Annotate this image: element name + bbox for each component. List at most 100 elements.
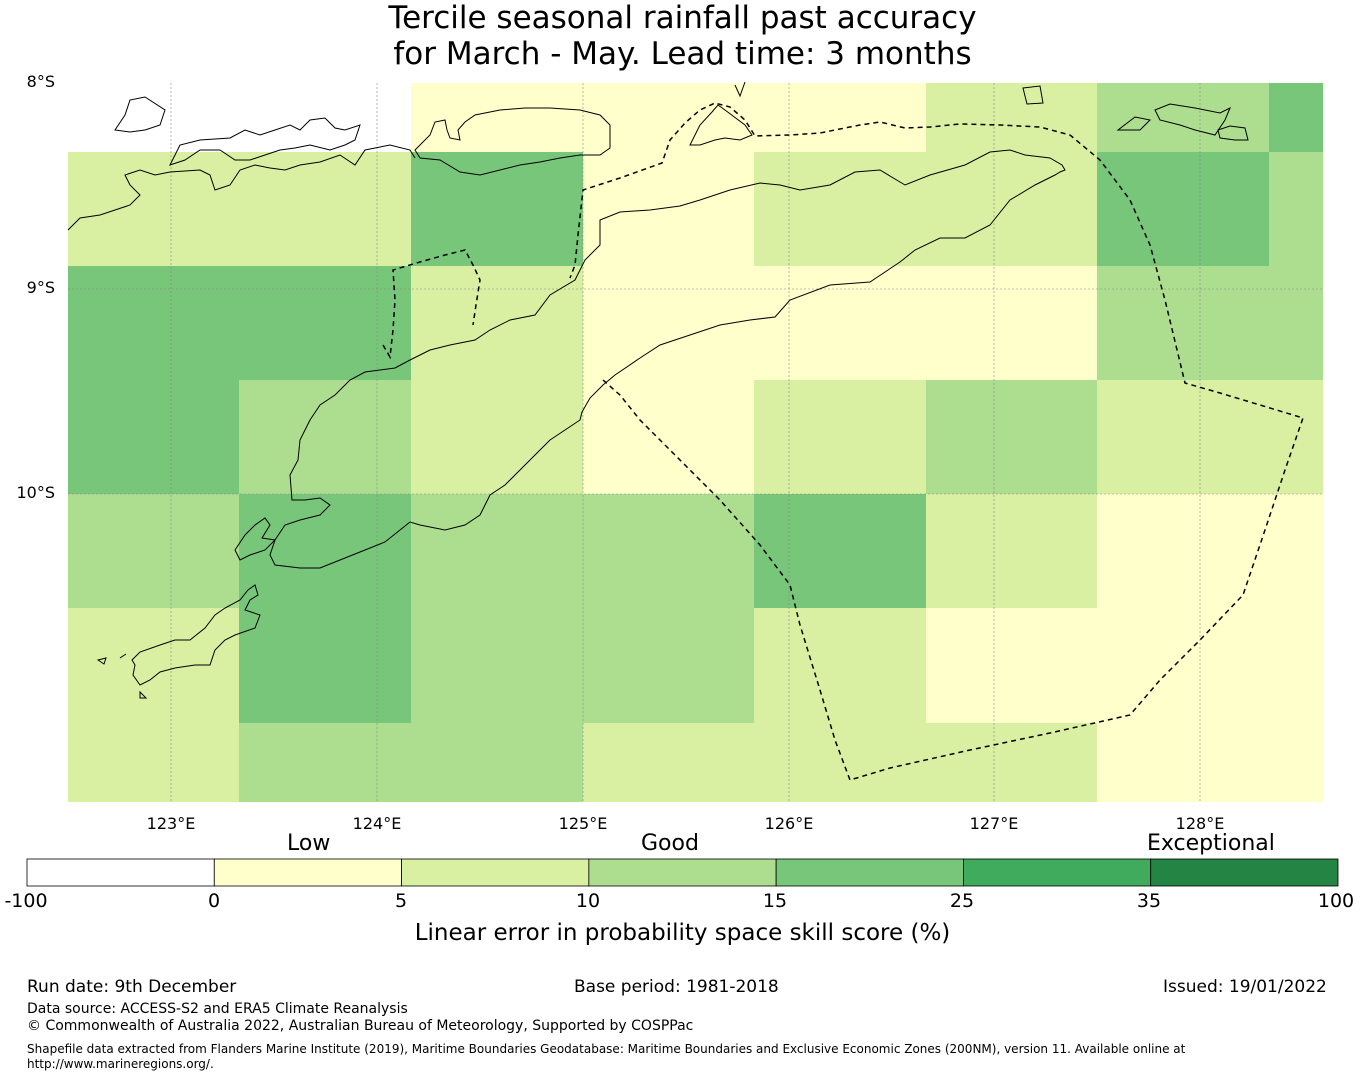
lon-label-124e: 124°E [352,814,402,833]
title-line-1: Tercile seasonal rainfall past accuracy [388,0,977,36]
skill-cell [754,152,926,266]
data-source: Data source: ACCESS-S2 and ERA5 Climate … [27,1001,408,1017]
legend-tick-25: 25 [949,890,975,912]
skill-cell [1269,152,1323,266]
skill-cell [411,494,583,608]
lat-label-9s: 9°S [26,278,55,297]
skill-cell [926,723,1097,802]
colorbar-segment [588,858,777,887]
legend-tick-5: 5 [394,890,408,912]
maritime-boundary [382,102,1304,781]
legend-tick-10: 10 [575,890,601,912]
colorbar-segment [775,858,964,887]
map-title: Tercile seasonal rainfall past accuracy … [0,0,1365,72]
skill-cell [754,494,926,608]
skill-cell [1097,608,1269,723]
skill-cell [1097,266,1269,380]
skill-cell [583,380,754,494]
copyright: © Commonwealth of Australia 2022, Austra… [27,1018,694,1034]
skill-cell [583,266,754,380]
rote-coastline [234,517,277,561]
skill-cell [583,494,754,608]
colorbar-segment [26,858,215,887]
lon-label-123e: 123°E [146,814,196,833]
legend-title: Linear error in probability space skill … [414,920,951,946]
skill-cell [68,494,239,608]
lon-label-126e: 126°E [764,814,814,833]
legend-tick-0: 0 [207,890,221,912]
skill-cell [1269,494,1323,608]
legend-category-good: Good [641,831,699,856]
eez-boundary-east [569,102,1304,781]
legend-tick-35: 35 [1136,890,1162,912]
skill-cell [754,266,926,380]
alor-coastline [67,144,416,231]
skill-cell [754,380,926,494]
skill-cell [239,608,411,723]
skill-cell [68,608,239,723]
skill-cell [411,152,583,266]
timor-coastline [269,149,1066,569]
base-period: Base period: 1981-2018 [574,977,779,997]
shapefile-credit-line-1: Shapefile data extracted from Flanders M… [27,1042,1186,1056]
islet-5 [1217,125,1249,141]
run-date: Run date: 9th December [27,977,237,997]
skill-cell [1269,83,1323,152]
skill-cell [1097,83,1269,152]
skill-cell [239,266,411,380]
colorbar-segment [963,858,1152,887]
legend-category-exceptional: Exceptional [1147,831,1275,856]
skill-cell [1097,152,1269,266]
skill-cell [1269,608,1323,723]
skill-cell [239,152,411,266]
skill-cell [239,380,411,494]
skill-cell [583,608,754,723]
skill-cell [1097,723,1269,802]
islet-4 [1154,103,1231,136]
wetar-coastline [414,107,611,176]
skill-cell [68,723,239,802]
legend-tick-100: 100 [1317,890,1355,912]
islet-2 [1022,85,1044,105]
colorbar-segment [1150,858,1339,887]
legend-category-low: Low [287,831,331,856]
islet-6 [734,81,746,98]
skill-cell [1269,266,1323,380]
skill-cell [411,266,583,380]
skill-cell [926,83,1097,152]
skill-cell [583,83,754,152]
skill-cell [411,723,583,802]
graticule [68,83,1323,802]
legend-tick-neg100: -100 [4,890,48,912]
islet-1 [689,104,753,146]
skill-cell [754,608,926,723]
title-line-2: for March - May. Lead time: 3 months [393,36,972,72]
flores-top-coastline [114,96,166,133]
skill-cell [68,380,239,494]
coastlines [67,81,1249,699]
skill-grid [68,83,1323,802]
lon-label-125e: 125°E [558,814,608,833]
colorbar-segment [401,858,590,887]
skill-cell [926,152,1097,266]
sumba-coastline [96,584,261,699]
issued-date: Issued: 19/01/2022 [1163,977,1327,997]
shapefile-credit-line-2: http://www.marineregions.org/. [27,1057,214,1071]
skill-cell [926,380,1097,494]
legend-colorbar [26,858,1339,887]
skill-cell [583,723,754,802]
lon-label-127e: 127°E [969,814,1019,833]
skill-cell [239,723,411,802]
skill-cell [1097,380,1269,494]
skill-cell [68,266,239,380]
islet-3 [1116,116,1152,131]
lat-label-8s: 8°S [26,72,55,91]
colorbar-segment [213,858,402,887]
skill-cell [68,152,239,266]
skill-cell [411,380,583,494]
skill-cell [411,608,583,723]
skill-cell [583,152,754,266]
skill-cell [1269,723,1323,802]
skill-cell [239,494,411,608]
